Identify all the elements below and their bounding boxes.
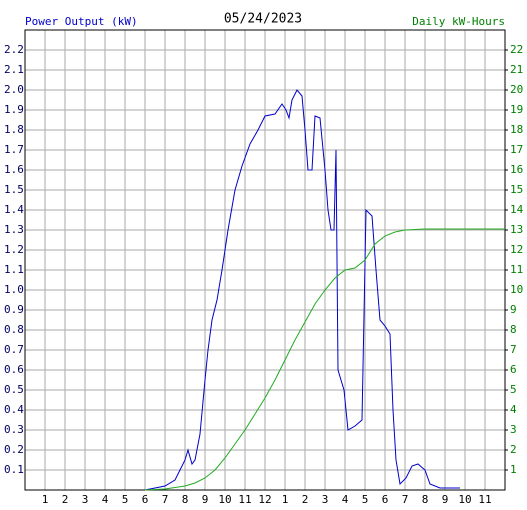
y-tick-label: 0.1: [4, 463, 24, 476]
y2-tick-label: 14: [510, 203, 524, 216]
y-tick-label: 1.7: [4, 143, 24, 156]
y-tick-label: 1.1: [4, 263, 24, 276]
y2-tick-label: 3: [510, 423, 517, 436]
y2-tick-label: 22: [510, 43, 523, 56]
x-tick-label: 3: [322, 493, 329, 506]
x-tick-label: 9: [202, 493, 209, 506]
x-tick-label: 11: [238, 493, 251, 506]
y2-tick-label: 21: [510, 63, 523, 76]
y2-tick-label: 4: [510, 403, 517, 416]
y-tick-label: 0.8: [4, 323, 24, 336]
x-tick-label: 11: [478, 493, 491, 506]
x-tick-label: 3: [82, 493, 89, 506]
series-line: [144, 89, 460, 491]
y-tick-label: 2.1: [4, 63, 24, 76]
x-tick-label: 7: [402, 493, 409, 506]
y2-axis-label: Daily kW-Hours: [412, 15, 505, 28]
y-tick-label: 0.4: [4, 403, 24, 416]
y-tick-label: 1.9: [4, 103, 24, 116]
x-tick-label: 10: [218, 493, 231, 506]
x-tick-label: 6: [142, 493, 149, 506]
x-tick-label: 4: [342, 493, 349, 506]
y-tick-label: 1.5: [4, 183, 24, 196]
x-tick-label: 2: [62, 493, 69, 506]
chart-title: 05/24/2023: [224, 12, 302, 27]
y-tick-label: 1.4: [4, 203, 24, 216]
y-tick-label: 0.7: [4, 343, 24, 356]
y-tick-label: 1.3: [4, 223, 24, 236]
x-tick-label: 9: [442, 493, 449, 506]
y-tick-label: 0.3: [4, 423, 24, 436]
x-tick-label: 10: [458, 493, 471, 506]
y2-tick-label: 11: [510, 263, 523, 276]
y2-tick-label: 18: [510, 123, 523, 136]
x-tick-label: 5: [122, 493, 129, 506]
x-tick-label: 4: [102, 493, 109, 506]
y-tick-label: 1.0: [4, 283, 24, 296]
y2-tick-label: 9: [510, 303, 517, 316]
x-tick-label: 7: [162, 493, 169, 506]
x-tick-label: 8: [182, 493, 189, 506]
y2-tick-label: 5: [510, 383, 517, 396]
y2-tick-label: 15: [510, 183, 523, 196]
y-tick-label: 0.9: [4, 303, 24, 316]
y2-tick-label: 12: [510, 243, 523, 256]
x-tick-label: 6: [382, 493, 389, 506]
y2-tick-label: 16: [510, 163, 523, 176]
y2-tick-label: 20: [510, 83, 523, 96]
x-tick-label: 2: [302, 493, 309, 506]
y-tick-label: 2.0: [4, 83, 24, 96]
y-tick-label: 1.8: [4, 123, 24, 136]
y2-tick-label: 19: [510, 103, 523, 116]
y2-tick-label: 8: [510, 323, 517, 336]
y-tick-label: 0.2: [4, 443, 24, 456]
y2-tick-label: 17: [510, 143, 523, 156]
y2-tick-label: 13: [510, 223, 523, 236]
y-axis-label: Power Output (kW): [25, 15, 138, 28]
y-tick-label: 0.6: [4, 363, 24, 376]
x-tick-label: 12: [258, 493, 271, 506]
y-tick-label: 0.5: [4, 383, 24, 396]
y-tick-label: 1.6: [4, 163, 24, 176]
x-tick-label: 1: [282, 493, 289, 506]
y2-tick-label: 2: [510, 443, 517, 456]
y-tick-label: 2.2: [4, 43, 24, 56]
x-tick-label: 5: [362, 493, 369, 506]
plot-border: [24, 29, 506, 491]
y2-tick-label: 10: [510, 283, 523, 296]
series-line: [144, 228, 505, 491]
y-tick-label: 1.2: [4, 243, 24, 256]
y2-tick-label: 6: [510, 363, 517, 376]
x-tick-label: 1: [42, 493, 49, 506]
x-tick-label: 8: [422, 493, 429, 506]
y2-tick-label: 7: [510, 343, 517, 356]
y2-tick-label: 1: [510, 463, 517, 476]
